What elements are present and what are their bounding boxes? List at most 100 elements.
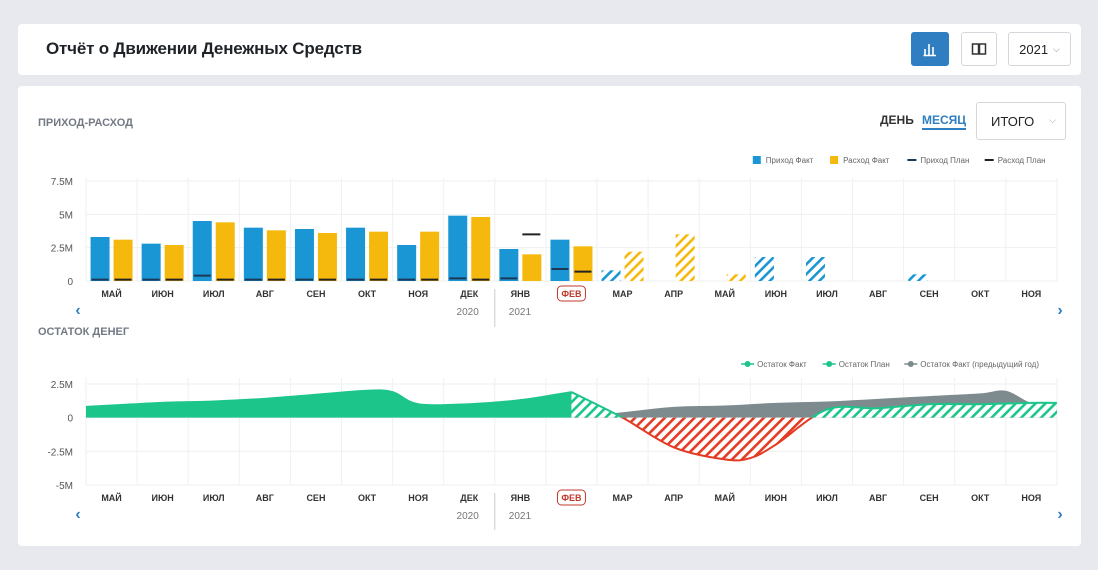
legend-label: Приход План	[920, 156, 969, 165]
ie-x-tick: ЯНВ	[511, 289, 531, 299]
expense-bar	[215, 222, 235, 281]
legend-label: Остаток План	[839, 360, 890, 369]
bal-x-tick: ИЮН	[152, 493, 174, 503]
ie-y-tick: 0	[67, 277, 73, 288]
balance-plan-area-negative	[571, 417, 1057, 461]
balance-title: ОСТАТОК ДЕНЕГ	[38, 326, 130, 338]
ie-current-month-badge	[556, 285, 586, 302]
bal-year-label: 2021	[509, 511, 532, 522]
year-select[interactable]: 2021 ⌵	[1008, 32, 1071, 66]
bal-x-tick: ИЮЛ	[816, 493, 838, 503]
period-month-toggle[interactable]: МЕСЯЦ	[922, 113, 967, 130]
bal-x-tick: ДЕК	[460, 493, 478, 503]
balance-chart: 2.5M 0 -2.5M -5M МАЙ ИЮН ИЮЛ АВГ СЕН ОКТ НОЯ ДЕК ЯНВ…	[47, 360, 1063, 530]
expense-bar	[522, 254, 542, 281]
bal-x-tick: ОКТ	[358, 493, 377, 503]
bal-x-tick: СЕН	[920, 493, 939, 503]
expense-bar	[369, 231, 389, 281]
expense-bar	[317, 233, 337, 281]
ie-prev-arrow[interactable]: ‹	[75, 302, 80, 319]
expense-bar	[624, 251, 644, 281]
total-select-value: ИТОГО	[991, 114, 1035, 129]
income-bar	[294, 229, 314, 281]
legend-label: Остаток Факт (предыдущий год)	[920, 360, 1039, 369]
table-view-button[interactable]	[961, 32, 997, 66]
bal-y-tick: 0	[67, 414, 73, 425]
ie-x-tick: СЕН	[920, 289, 939, 299]
income-bar	[754, 257, 774, 281]
bal-x-tick: АВГ	[256, 493, 274, 503]
header-card: Отчёт о Движении Денежных Средств 2021 ⌵	[18, 24, 1081, 75]
ie-y-tick: 5M	[59, 210, 73, 221]
ie-x-tick: ИЮН	[152, 289, 174, 299]
legend-swatch	[752, 156, 761, 164]
ie-x-tick: НОЯ	[1021, 289, 1041, 299]
bal-x-tick: МАЙ	[101, 492, 121, 503]
ie-x-tick: ДЕК	[460, 289, 478, 299]
bal-x-tick: АПР	[664, 493, 683, 503]
ie-x-tick: АВГ	[869, 289, 887, 299]
chart-view-button[interactable]	[911, 32, 949, 66]
ie-x-tick: ИЮЛ	[203, 289, 225, 299]
chevron-down-icon: ⌵	[1053, 43, 1060, 54]
ie-x-tick: АПР	[664, 289, 683, 299]
income-expense-chart: 7.5M 5M 2.5M 0 МАЙ ИЮН ИЮЛ АВГ СЕН ОКТ НОЯ ДЕК ЯНВ ФЕ…	[51, 156, 1063, 327]
bal-x-tick: МАР	[613, 493, 633, 503]
ie-next-arrow[interactable]: ›	[1057, 302, 1062, 319]
legend-swatch	[830, 156, 839, 164]
bal-x-tick: ИЮН	[765, 493, 787, 503]
ie-x-tick: МАЙ	[715, 288, 735, 299]
bal-x-tick: НОЯ	[1021, 493, 1041, 503]
income-bar	[448, 215, 468, 281]
balance-plan-line-positive	[571, 391, 1057, 418]
legend-label: Остаток Факт	[757, 360, 807, 369]
legend-marker	[907, 361, 914, 367]
expense-bar	[573, 246, 593, 281]
expense-bar	[164, 245, 184, 281]
legend-marker	[744, 361, 751, 367]
income-bar	[192, 221, 212, 281]
total-select[interactable]: ИТОГО ⌵	[976, 102, 1066, 140]
ie-x-tick: ОКТ	[358, 289, 377, 299]
income-expense-title: ПРИХОД-РАСХОД	[38, 117, 133, 129]
bal-prev-arrow[interactable]: ‹	[75, 506, 80, 523]
expense-bar	[113, 239, 133, 281]
book-icon	[971, 43, 987, 55]
income-bar	[550, 239, 570, 281]
ie-x-tick: АВГ	[256, 289, 274, 299]
income-bar	[805, 257, 825, 281]
bal-x-tick: ЯНВ	[511, 493, 531, 503]
income-bar	[499, 249, 519, 281]
ie-x-tick: НОЯ	[408, 289, 428, 299]
ie-y-tick: 2.5M	[51, 244, 73, 255]
legend-label: Приход Факт	[766, 156, 814, 165]
income-bar	[601, 270, 621, 281]
ie-x-tick: ФЕВ	[561, 289, 582, 299]
bal-x-tick: ФЕВ	[561, 493, 582, 503]
balance-plan-line-negative	[620, 417, 814, 462]
bal-x-tick: МАЙ	[715, 492, 735, 503]
legend-label: Расход Факт	[843, 156, 890, 165]
bal-y-tick: -5M	[56, 481, 73, 492]
page-title: Отчёт о Движении Денежных Средств	[46, 39, 362, 58]
bal-x-tick: ОКТ	[971, 493, 990, 503]
bal-next-arrow[interactable]: ›	[1057, 506, 1062, 523]
expense-bar	[420, 231, 440, 281]
expense-bar	[471, 217, 491, 281]
bal-year-label: 2020	[457, 511, 480, 522]
year-select-value: 2021	[1019, 41, 1049, 57]
period-day-toggle[interactable]: ДЕНЬ	[880, 113, 914, 127]
ie-x-tick: ИЮН	[765, 289, 787, 299]
ie-x-tick: ИЮЛ	[816, 289, 838, 299]
expense-bar	[726, 274, 746, 281]
bal-y-tick: 2.5M	[51, 380, 73, 391]
expense-bar	[266, 230, 286, 281]
balance-fact-line	[85, 389, 572, 408]
ie-x-tick: СЕН	[306, 289, 325, 299]
legend-label: Расход План	[998, 156, 1046, 165]
legend-marker	[826, 361, 833, 367]
income-bar	[141, 243, 161, 281]
bal-x-tick: НОЯ	[408, 493, 428, 503]
bal-x-tick: АВГ	[869, 493, 887, 503]
income-bar	[346, 227, 366, 281]
